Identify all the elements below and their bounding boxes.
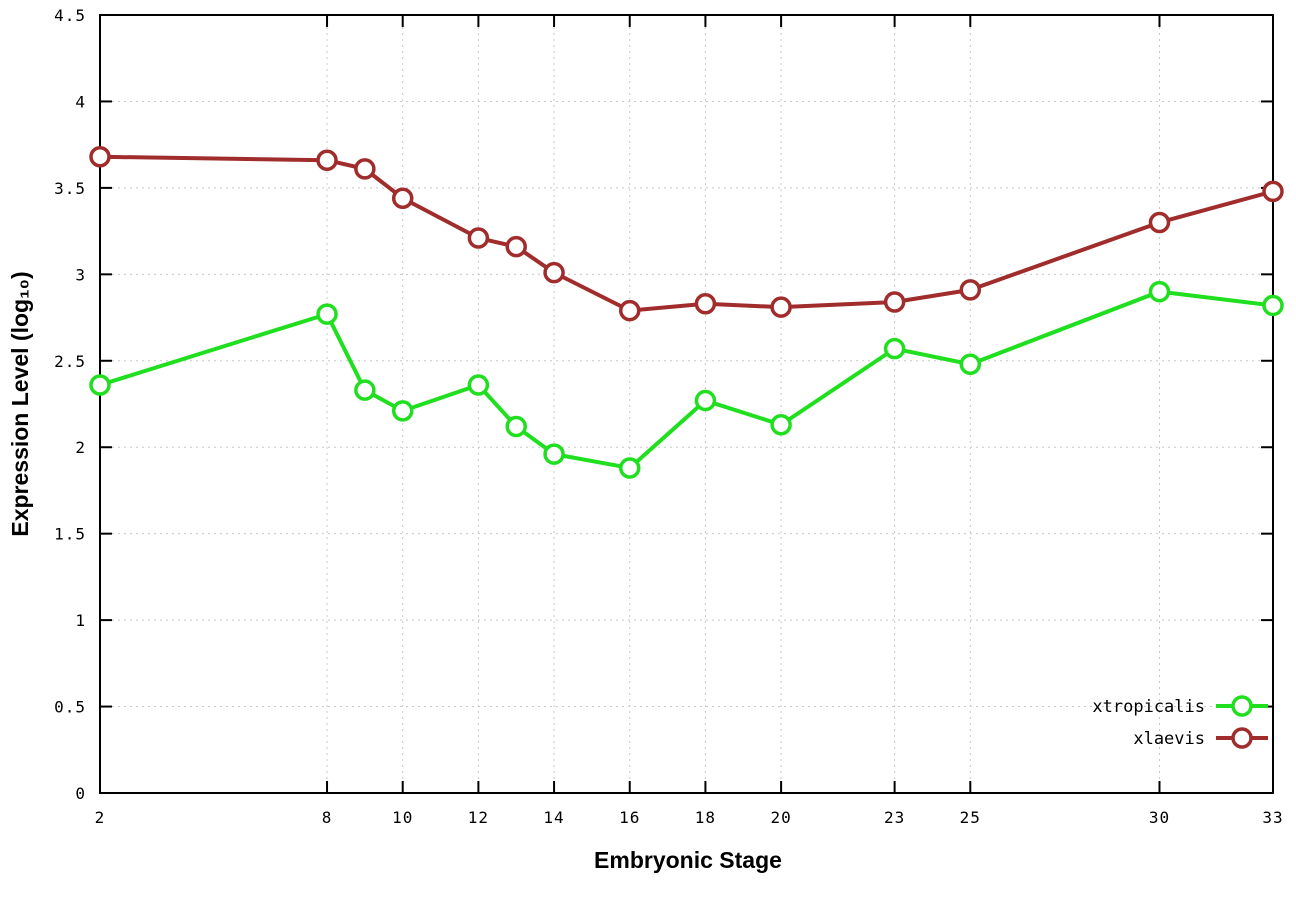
data-point-xlaevis <box>1262 180 1284 203</box>
data-point-xtropicalis <box>354 379 376 401</box>
data-point-xtropicalis <box>770 413 792 436</box>
axis-layer: 2 8 10 12 14 16 18 20 23 25 30 33 0 0.5 1 1.5 2 2.5 3 3.5 4 4… <box>54 6 1283 827</box>
y-tick-label: 1 <box>75 611 86 630</box>
x-tick-label: 8 <box>322 808 333 827</box>
data-point-xlaevis <box>391 187 414 210</box>
data-point-xlaevis <box>883 291 906 313</box>
data-point-xtropicalis <box>467 374 490 396</box>
x-tick-label: 18 <box>695 808 716 827</box>
y-tick-label: 0 <box>75 784 86 803</box>
x-axis-label: Embryonic Stage <box>594 847 782 873</box>
data-point-xtropicalis <box>391 400 414 422</box>
y-tick-label: 1.5 <box>54 525 86 544</box>
data-point-xlaevis <box>770 296 792 318</box>
data-point-xtropicalis <box>883 337 906 360</box>
data-point-xlaevis <box>467 227 490 249</box>
y-axis-label: Expression Level (log₁₀) <box>7 271 33 536</box>
data-point-xlaevis <box>1148 211 1171 234</box>
legend-marker-xlaevis <box>1231 727 1253 749</box>
y-tick-label: 4.5 <box>54 6 86 25</box>
x-tick-label: 33 <box>1262 808 1283 827</box>
data-point-xlaevis <box>959 279 982 301</box>
grid-layer <box>99 14 1274 794</box>
x-tick-label: 23 <box>884 808 905 827</box>
data-point-xtropicalis <box>505 415 527 438</box>
x-tick-label: 20 <box>770 808 791 827</box>
x-tick-label: 2 <box>95 808 106 827</box>
data-point-xlaevis <box>543 261 565 284</box>
x-tick-label: 10 <box>392 808 413 827</box>
data-point-xlaevis <box>618 299 641 322</box>
data-point-xtropicalis <box>1148 280 1171 303</box>
y-tick-label: 2.5 <box>54 352 86 371</box>
data-point-xtropicalis <box>543 443 565 465</box>
plot-frame <box>99 14 1274 794</box>
series-layer <box>89 146 1284 479</box>
data-point-xtropicalis <box>959 353 982 375</box>
series-line-xlaevis <box>98 154 1275 313</box>
data-point-xtropicalis <box>694 389 717 412</box>
y-tick-label: 4 <box>75 92 86 111</box>
data-point-xtropicalis <box>618 457 641 479</box>
y-tick-label: 3.5 <box>54 179 86 198</box>
y-tick-label: 0.5 <box>54 698 86 717</box>
data-point-xlaevis <box>505 235 527 258</box>
data-point-xtropicalis <box>1262 294 1284 317</box>
x-tick-label: 14 <box>543 808 564 827</box>
data-point-xlaevis <box>694 292 717 315</box>
legend-layer: xtropicalis xlaevis <box>1092 695 1268 749</box>
legend-label-xtropicalis: xtropicalis <box>1092 697 1205 717</box>
x-tick-label: 30 <box>1149 808 1170 827</box>
data-point-xlaevis <box>316 149 338 171</box>
data-point-xlaevis <box>354 158 376 180</box>
data-point-xtropicalis <box>89 374 111 396</box>
series-line-xtropicalis <box>98 289 1275 470</box>
y-tick-label: 2 <box>75 438 86 457</box>
x-tick-label: 25 <box>960 808 981 827</box>
x-tick-label: 16 <box>619 808 640 827</box>
legend-marker-xtropicalis <box>1231 695 1253 717</box>
data-point-xtropicalis <box>316 303 338 325</box>
y-tick-label: 3 <box>75 265 86 284</box>
legend-label-xlaevis: xlaevis <box>1133 729 1205 749</box>
x-tick-label: 12 <box>468 808 489 827</box>
data-point-xlaevis <box>89 146 111 168</box>
